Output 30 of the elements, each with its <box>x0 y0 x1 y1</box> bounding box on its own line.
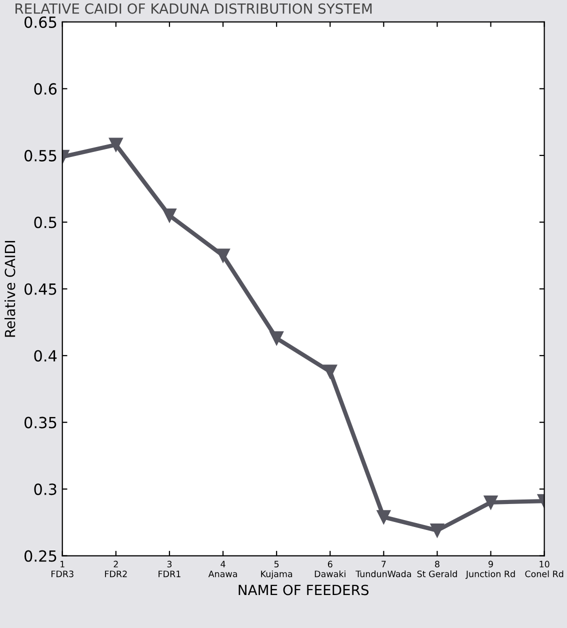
x-tick-label: 9 Junction Rd <box>465 560 515 579</box>
point <box>323 364 338 379</box>
y-tick-label: 0.25 <box>24 550 56 562</box>
point <box>108 138 123 152</box>
y-tick-label: 0.55 <box>24 150 56 162</box>
point <box>216 248 230 262</box>
x-tick-label: 1 FDR3 <box>52 560 74 578</box>
x-tick-label: 8 St Gerald <box>417 560 457 578</box>
x-axis-title: NAME OF FEEDERS <box>238 584 369 596</box>
x-tick-label: 10 Conel Rd <box>525 560 564 578</box>
point <box>484 495 498 510</box>
y-tick-label: 0.4 <box>34 350 57 362</box>
chart-title: RELATIVE CAIDI OF KADUNA DISTRIBUTION SYSTEM <box>16 3 372 14</box>
x-tick-label: 4 Anawa <box>208 560 237 578</box>
point <box>162 208 176 222</box>
y-tick-label: 0.35 <box>24 416 56 428</box>
y-tick-label: 0.3 <box>34 484 56 496</box>
y-tick-label: 0.5 <box>34 216 56 228</box>
x-tick-label: 5 Kujama <box>261 560 292 579</box>
point <box>430 523 444 538</box>
x-tick-label: 7 TundunWada <box>356 560 411 578</box>
x-tick-label: 3 FDR1 <box>158 560 180 578</box>
y-axis-title: Relative CAIDI <box>4 240 16 337</box>
point <box>270 331 284 346</box>
y-tick-label: 0.45 <box>24 283 56 295</box>
x-tick-label: 2 FDR2 <box>105 560 127 578</box>
point <box>376 510 391 524</box>
x-tick-label: 6 Dawaki <box>314 560 346 578</box>
y-tick-label: 0.6 <box>34 83 57 95</box>
y-tick-label: 0.65 <box>24 16 56 28</box>
